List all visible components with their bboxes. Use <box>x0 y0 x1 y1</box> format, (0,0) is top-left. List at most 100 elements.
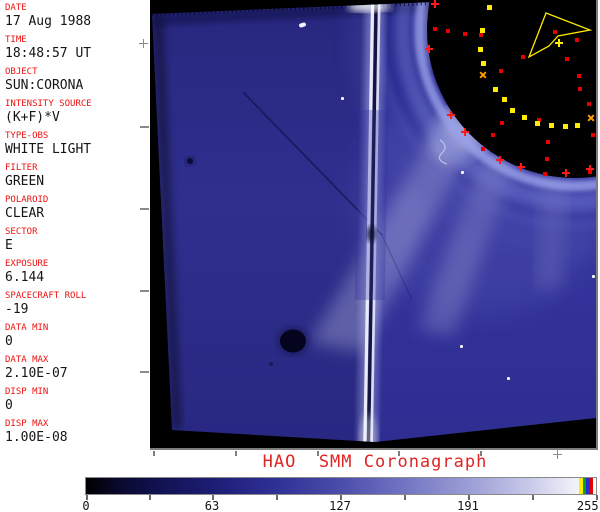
field-value: 2.10E-07 <box>5 366 68 381</box>
yellow-square-marker <box>575 123 580 128</box>
yellow-square-marker <box>510 108 515 113</box>
red-square-marker <box>577 74 581 78</box>
orange-x-marker <box>585 112 596 123</box>
yellow-square-marker <box>522 115 527 120</box>
colorbar-tick-label: 0 <box>82 499 90 512</box>
field-label: DATA MAX <box>5 355 49 365</box>
region-polygon <box>527 12 593 59</box>
field-value: 18:48:57 UT <box>5 46 92 61</box>
metadata-field: TYPE-OBS WHITE LIGHT <box>5 131 149 157</box>
white-dot-marker <box>592 275 595 278</box>
metadata-field: TIME 18:48:57 UT <box>5 35 149 61</box>
field-value: WHITE LIGHT <box>5 142 92 157</box>
red-cross-marker <box>496 156 504 164</box>
red-square-marker <box>543 172 547 176</box>
colorbar-stripe-yellow <box>579 478 583 494</box>
colorbar-ticks <box>86 495 598 500</box>
colorbar-stripe-red <box>589 478 593 494</box>
red-square-marker <box>500 121 504 125</box>
yellow-square-marker <box>493 87 498 92</box>
red-cross-marker <box>431 0 439 8</box>
field-label: DISP MIN <box>5 387 49 397</box>
field-label: SPACECRAFT ROLL <box>5 291 87 301</box>
colorbar-tick <box>212 495 214 500</box>
metadata-field: DATA MIN 0 <box>5 323 149 349</box>
field-label: FILTER <box>5 163 38 173</box>
colorbar-tick <box>468 495 470 500</box>
metadata-field: OBJECT SUN:CORONA <box>5 67 149 93</box>
colorbar-tick <box>149 495 151 500</box>
white-dot-marker <box>341 97 344 100</box>
fiducial-cross-left <box>139 39 148 48</box>
white-dot-marker <box>460 345 463 348</box>
metadata-field: DISP MAX 1.00E-08 <box>5 419 149 445</box>
field-value: 0 <box>5 398 13 413</box>
yellow-square-marker <box>502 97 507 102</box>
colorbar-tick-label: 191 <box>457 499 479 512</box>
red-square-marker <box>591 133 595 137</box>
metadata-panel: DATE 17 Aug 1988 TIME 18:48:57 UT OBJECT SUN:… <box>0 0 149 455</box>
red-square-marker <box>565 57 569 61</box>
colorbar-tick-label: 127 <box>329 499 351 512</box>
white-dot-marker <box>507 377 510 380</box>
axis-tick-bottom <box>480 451 482 456</box>
axis-tick-bottom <box>235 451 237 456</box>
disk-glow-ring <box>414 0 596 191</box>
image-title: HAO SMM Coronagraph <box>262 452 488 472</box>
metadata-field: SECTOR E <box>5 227 149 253</box>
field-value: 17 Aug 1988 <box>5 14 92 29</box>
metadata-field: SPACECRAFT ROLL -19 <box>5 291 149 317</box>
field-value: E <box>5 238 13 253</box>
dark-spot <box>280 329 306 353</box>
metadata-field: DISP MIN 0 <box>5 387 149 413</box>
axis-tick-bottom <box>398 451 400 456</box>
red-square-marker <box>463 32 467 36</box>
red-square-marker <box>575 38 579 42</box>
colorbar <box>85 477 597 495</box>
yellow-square-marker <box>549 123 554 128</box>
red-square-marker <box>553 30 557 34</box>
field-label: TIME <box>5 35 27 45</box>
red-square-marker <box>446 29 450 33</box>
yellow-square-marker <box>563 124 568 129</box>
yellow-square-marker <box>487 5 492 10</box>
red-square-marker <box>545 157 549 161</box>
field-label: TYPE-OBS <box>5 131 49 141</box>
red-cross-marker <box>562 169 570 177</box>
colorbar-tick <box>596 495 598 500</box>
axis-tick-left <box>140 290 149 292</box>
colorbar-tick-label: 63 <box>204 499 220 512</box>
red-square-marker <box>546 140 550 144</box>
yellow-square-marker <box>481 61 486 66</box>
white-blob-marker <box>298 22 307 28</box>
field-value: 0 <box>5 334 13 349</box>
axis-tick-left <box>140 208 149 210</box>
field-value: -19 <box>5 302 29 317</box>
red-cross-marker <box>517 163 525 171</box>
metadata-field: POLAROID CLEAR <box>5 195 149 221</box>
field-label: POLAROID <box>5 195 49 205</box>
colorbar-tick <box>340 495 342 500</box>
metadata-field: INTENSITY SOURCE (K+F)*V <box>5 99 149 125</box>
occulter-pylon-streak <box>347 0 392 442</box>
field-value: (K+F)*V <box>5 110 60 125</box>
red-square-marker <box>499 69 503 73</box>
field-value: 6.144 <box>5 270 45 285</box>
field-label: EXPOSURE <box>5 259 49 269</box>
colorbar-stripe-end <box>592 478 596 494</box>
yellow-square-marker <box>535 121 540 126</box>
red-cross-marker <box>447 111 455 119</box>
fiducial-cross-bottom <box>553 450 562 459</box>
colorbar-stripe-green <box>582 478 586 494</box>
image-viewport <box>150 0 598 450</box>
red-square-marker <box>588 170 592 174</box>
red-square-marker <box>491 133 495 137</box>
red-square-marker <box>587 102 591 106</box>
metadata-field: DATE 17 Aug 1988 <box>5 3 149 29</box>
axis-tick-bottom <box>317 451 319 456</box>
field-label: DATE <box>5 3 27 13</box>
red-cross-marker <box>586 165 594 173</box>
colorbar-tick-label: 255 <box>576 499 599 512</box>
yellow-square-marker <box>478 47 483 52</box>
occulting-disk <box>427 0 596 178</box>
